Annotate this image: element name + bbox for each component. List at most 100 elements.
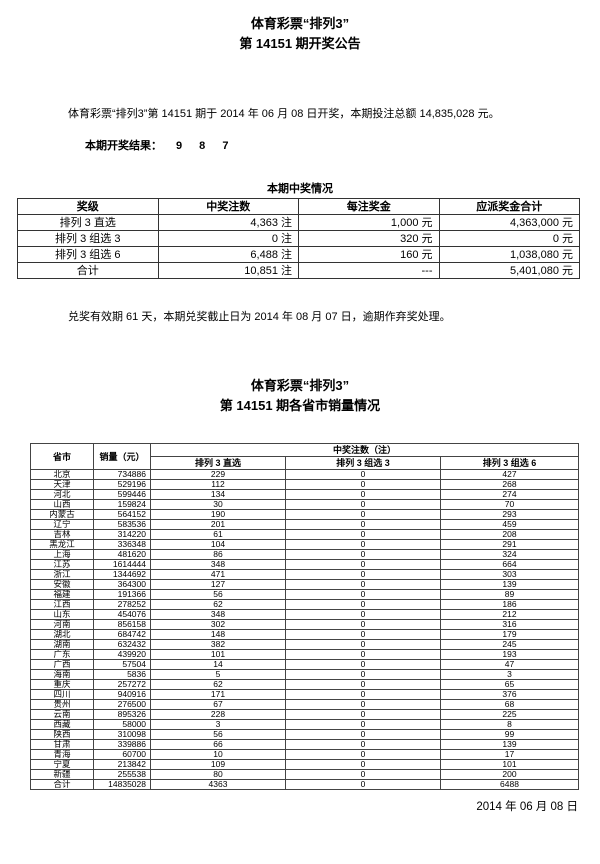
table-cell: 276500 <box>93 699 151 710</box>
table-cell: 6,488 注 <box>157 246 299 263</box>
table-cell: 西藏 <box>30 719 94 730</box>
table-cell: 159824 <box>93 499 151 510</box>
table-row: 海南 5836 5 0 3 <box>30 669 580 680</box>
table-cell: 新疆 <box>30 769 94 780</box>
table-cell: 宁夏 <box>30 759 94 770</box>
table-cell: 62 <box>150 679 286 690</box>
table-cell: 439920 <box>93 649 151 660</box>
table-cell: 辽宁 <box>30 519 94 530</box>
table-cell: 382 <box>150 639 286 650</box>
table-cell: 0 <box>285 769 441 780</box>
table-cell: 0 <box>285 749 441 760</box>
table-cell: 3 <box>150 719 286 730</box>
table-cell: 67 <box>150 699 286 710</box>
table-row: 黑龙江 336348 104 0 291 <box>30 539 580 550</box>
table-cell: 293 <box>439 509 580 520</box>
table-cell: 632432 <box>93 639 151 650</box>
table-cell: 10,851 注 <box>157 262 299 279</box>
table-row: 广西 57504 14 0 47 <box>30 659 580 670</box>
table-cell: 天津 <box>30 479 94 490</box>
table-cell: 229 <box>150 469 286 480</box>
draw-result-label: 本期开奖结果： <box>85 140 162 152</box>
table-cell: 734886 <box>93 469 151 480</box>
sales-table-header: 省市 销量（元） 中奖注数（注） 排列 3 直选 排列 3 组选 3 排列 3 … <box>30 443 580 470</box>
table-cell: 0 <box>285 469 441 480</box>
table-cell: 1,038,080 元 <box>438 246 580 263</box>
table-cell: 0 <box>285 759 441 770</box>
table-cell: 排列 3 直选 <box>17 214 159 231</box>
table-row: 重庆 257272 62 0 65 <box>30 679 580 690</box>
table-cell: 0 <box>285 649 441 660</box>
document-title-line2: 第 14151 期开奖公告 <box>239 36 361 51</box>
table-cell: 0 <box>285 609 441 620</box>
table-row: 湖北 684742 148 0 179 <box>30 629 580 640</box>
table-cell: 0 <box>285 579 441 590</box>
table-cell: 193 <box>439 649 580 660</box>
table-cell: 314220 <box>93 529 151 540</box>
table-cell: 合计 <box>17 262 159 279</box>
table-cell: 0 <box>285 519 441 530</box>
table-row: 新疆 255538 80 0 200 <box>30 769 580 780</box>
table-cell: 江苏 <box>30 559 94 570</box>
table-cell: 重庆 <box>30 679 94 690</box>
table-cell: 191366 <box>93 589 151 600</box>
table-cell: 0 <box>285 719 441 730</box>
table-cell: 0 <box>285 619 441 630</box>
table-cell: 1344692 <box>93 569 151 580</box>
table-cell: --- <box>298 262 440 279</box>
table-cell: 212 <box>439 609 580 620</box>
table-cell: 348 <box>150 609 286 620</box>
table-cell: 0 <box>285 599 441 610</box>
table-cell: 1614444 <box>93 559 151 570</box>
table-cell: 云南 <box>30 709 94 720</box>
table-cell: 6488 <box>439 779 580 790</box>
table-cell: 148 <box>150 629 286 640</box>
table-cell: 上海 <box>30 549 94 560</box>
table-row: 山西 159824 30 0 70 <box>30 499 580 510</box>
sales-table-body: 北京 734886 229 0 427 天津 529196 112 0 268 河北 599446 13… <box>30 469 580 790</box>
table-cell: 127 <box>150 579 286 590</box>
table-cell: 1,000 元 <box>298 214 440 231</box>
table-cell: 排列 3 组选 6 <box>17 246 159 263</box>
sales-header-zuxuan6: 排列 3 组选 6 <box>439 456 580 470</box>
table-cell: 排列 3 组选 3 <box>17 230 159 247</box>
table-cell: 99 <box>439 729 580 740</box>
table-row: 上海 481620 86 0 324 <box>30 549 580 560</box>
table-cell: 190 <box>150 509 286 520</box>
table-cell: 0 <box>285 549 441 560</box>
table-cell: 529196 <box>93 479 151 490</box>
prize-table-caption: 本期中奖情况 <box>267 183 333 195</box>
province-sales-table: 省市 销量（元） 中奖注数（注） 排列 3 直选 排列 3 组选 3 排列 3 … <box>30 443 580 790</box>
sales-header-province: 省市 <box>30 443 94 470</box>
table-cell: 56 <box>150 729 286 740</box>
table-cell: 70 <box>439 499 580 510</box>
document-date: 2014 年 06 月 08 日 <box>476 801 578 813</box>
table-cell: 856158 <box>93 619 151 630</box>
table-cell: 17 <box>439 749 580 760</box>
prize-table-header-row: 奖级 中奖注数 每注奖金 应派奖金合计 <box>17 198 580 215</box>
sales-header-zuxuan3: 排列 3 组选 3 <box>285 456 441 470</box>
table-cell: 3 <box>439 669 580 680</box>
table-row: 天津 529196 112 0 268 <box>30 479 580 490</box>
table-row: 贵州 276500 67 0 68 <box>30 699 580 710</box>
sales-section-title-line1: 体育彩票“排列3” <box>250 378 350 393</box>
table-cell: 河北 <box>30 489 94 500</box>
table-cell: 0 <box>285 669 441 680</box>
table-cell: 0 <box>285 529 441 540</box>
table-cell: 10 <box>150 749 286 760</box>
table-cell: 376 <box>439 689 580 700</box>
table-cell: 940916 <box>93 689 151 700</box>
table-cell: 316 <box>439 619 580 630</box>
table-cell: 427 <box>439 469 580 480</box>
table-cell: 0 <box>285 679 441 690</box>
table-cell: 江西 <box>30 599 94 610</box>
table-cell: 139 <box>439 739 580 750</box>
table-cell: 0 <box>285 559 441 570</box>
table-cell: 湖南 <box>30 639 94 650</box>
table-row: 云南 895326 228 0 225 <box>30 709 580 720</box>
sales-section-title-line2: 第 14151 期各省市销量情况 <box>219 398 381 413</box>
table-row: 福建 191366 56 0 89 <box>30 589 580 600</box>
prize-header-total-payout: 应派奖金合计 <box>438 198 580 215</box>
